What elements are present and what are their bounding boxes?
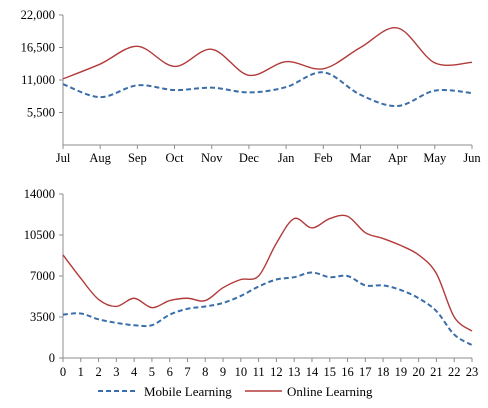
- monthly-chart: 5,500 11,000 16,500 22,000 Jul Aug Sep Oct Nov D…: [21, 8, 482, 165]
- hourly-x-tick-label: 2: [95, 365, 101, 379]
- hourly-x-tick-label: 0: [60, 365, 66, 379]
- monthly-y-ticks: 5,500 11,000 16,500 22,000: [21, 8, 63, 120]
- hourly-x-tick-label: 23: [466, 365, 479, 379]
- hourly-x-tick-label: 9: [220, 365, 226, 379]
- hourly-y-tick-label: 0: [49, 351, 55, 365]
- hourly-x-tick-label: 8: [202, 365, 208, 379]
- hourly-x-tick-label: 7: [184, 365, 190, 379]
- monthly-x-tick-label: Aug: [89, 151, 111, 165]
- hourly-x-tick-label: 18: [377, 365, 390, 379]
- hourly-x-tick-label: 3: [113, 365, 119, 379]
- hourly-y-tick-label: 14000: [24, 187, 55, 201]
- legend: Mobile Learning Online Learning: [98, 384, 373, 399]
- monthly-x-tick-label: Jun: [463, 151, 481, 165]
- hourly-y-tick-label: 10500: [24, 228, 55, 242]
- hourly-x-tick-label: 13: [288, 365, 301, 379]
- hourly-x-ticks: 0 1 2 3 4 5 6 7 8 9 10 11 12 13 14 15 16 17 18 19 20 21 22 23: [60, 358, 478, 379]
- monthly-y-tick-label: 5,500: [27, 106, 55, 120]
- monthly-x-tick-label: Jan: [278, 151, 295, 165]
- hourly-x-tick-label: 5: [149, 365, 155, 379]
- hourly-x-tick-label: 21: [430, 365, 443, 379]
- monthly-x-tick-label: Nov: [201, 151, 223, 165]
- legend-mobile-label: Mobile Learning: [144, 384, 232, 399]
- monthly-x-tick-label: Dec: [239, 151, 260, 165]
- monthly-mobile-line: [62, 71, 473, 108]
- hourly-y-ticks: 0 3500 7000 10500 14000: [24, 187, 63, 365]
- monthly-y-tick-label: 11,000: [21, 73, 55, 87]
- hourly-y-tick-label: 3500: [30, 310, 55, 324]
- monthly-series: [62, 27, 473, 108]
- hourly-x-tick-label: 12: [270, 365, 283, 379]
- hourly-x-tick-label: 17: [359, 365, 372, 379]
- hourly-x-tick-label: 10: [235, 365, 248, 379]
- hourly-x-tick-label: 20: [412, 365, 425, 379]
- hourly-y-tick-label: 7000: [30, 269, 55, 283]
- hourly-x-tick-label: 16: [341, 365, 354, 379]
- monthly-y-tick-label: 16,500: [21, 41, 55, 55]
- monthly-x-tick-label: Sep: [128, 151, 147, 165]
- hourly-x-tick-label: 22: [448, 365, 461, 379]
- hourly-x-tick-label: 19: [395, 365, 408, 379]
- monthly-x-tick-label: Oct: [166, 151, 185, 165]
- hourly-x-tick-label: 1: [78, 365, 84, 379]
- monthly-x-tick-label: Feb: [314, 151, 333, 165]
- hourly-x-tick-label: 6: [167, 365, 173, 379]
- hourly-x-tick-label: 4: [131, 365, 138, 379]
- monthly-online-line: [62, 27, 473, 80]
- legend-online-label: Online Learning: [287, 384, 373, 399]
- monthly-x-tick-label: Mar: [350, 151, 372, 165]
- hourly-x-tick-label: 15: [323, 365, 336, 379]
- hourly-mobile-line: [62, 271, 473, 346]
- hourly-x-tick-label: 14: [306, 365, 319, 379]
- hourly-online-line: [62, 214, 473, 332]
- monthly-x-tick-label: Jul: [56, 151, 71, 165]
- monthly-x-ticks: Jul Aug Sep Oct Nov Dec Jan Feb Mar Apr May Jun: [56, 145, 481, 165]
- hourly-x-tick-label: 11: [253, 365, 265, 379]
- monthly-y-tick-label: 22,000: [21, 8, 55, 22]
- hourly-series: [62, 214, 473, 346]
- monthly-x-tick-label: May: [423, 151, 447, 165]
- monthly-x-tick-label: Apr: [388, 151, 408, 165]
